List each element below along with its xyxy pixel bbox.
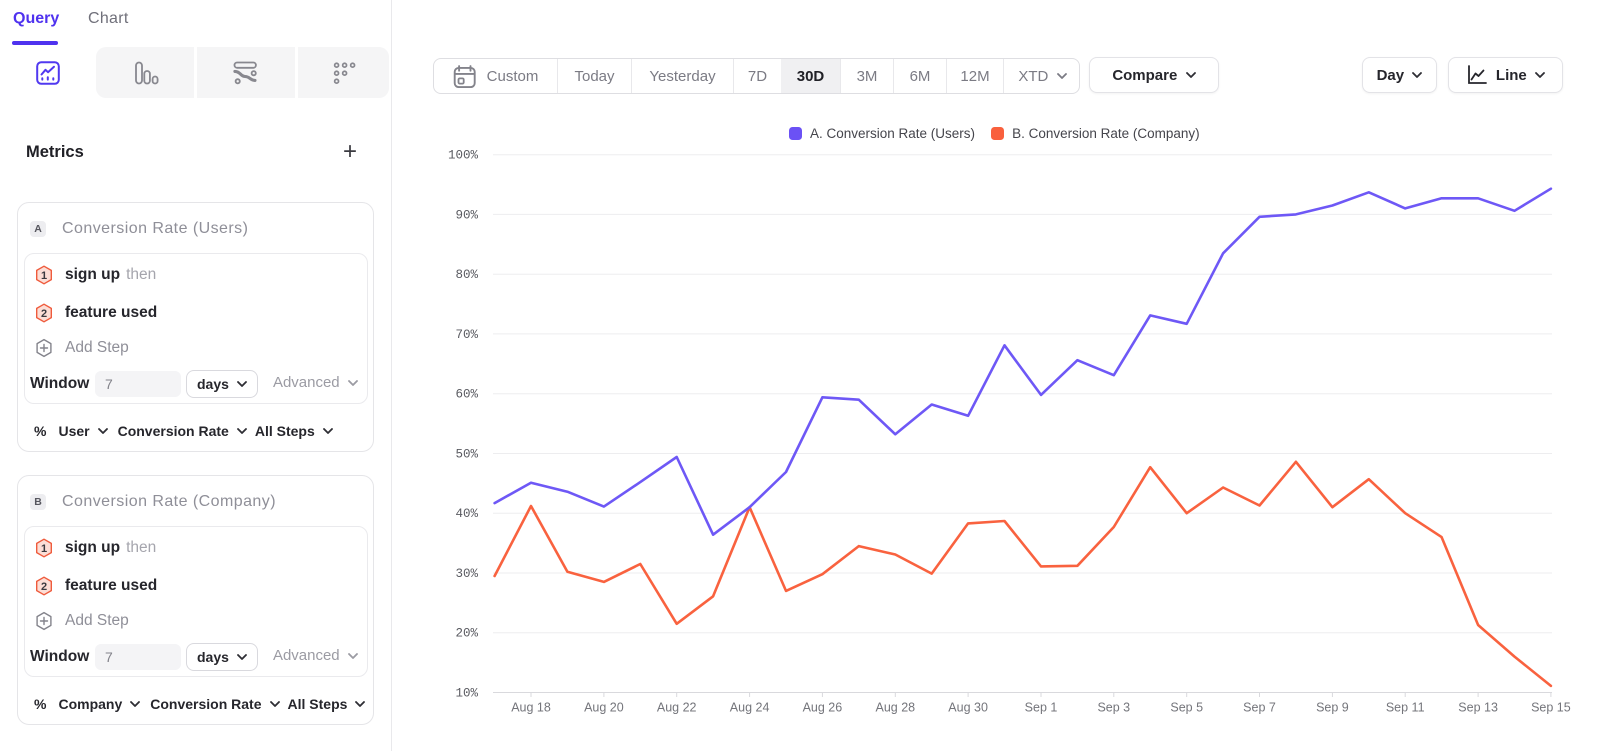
svg-text:2: 2 (41, 581, 47, 593)
svg-text:20%: 20% (455, 627, 478, 641)
svg-text:70%: 70% (455, 328, 478, 342)
svg-text:Aug 22: Aug 22 (657, 701, 697, 715)
svg-text:1: 1 (41, 543, 47, 555)
svg-text:40%: 40% (455, 507, 478, 521)
svg-text:1: 1 (41, 270, 47, 282)
svg-text:Sep 13: Sep 13 (1458, 701, 1498, 715)
svg-text:80%: 80% (455, 268, 478, 282)
svg-text:50%: 50% (455, 448, 478, 462)
svg-text:Sep 9: Sep 9 (1316, 701, 1349, 715)
svg-text:Aug 30: Aug 30 (948, 701, 988, 715)
svg-text:Sep 11: Sep 11 (1386, 701, 1425, 715)
svg-text:Sep 15: Sep 15 (1531, 701, 1571, 715)
svg-text:Aug 28: Aug 28 (875, 701, 915, 715)
svg-text:Aug 20: Aug 20 (584, 701, 624, 715)
svg-text:Sep 5: Sep 5 (1170, 701, 1203, 715)
svg-text:60%: 60% (455, 388, 478, 402)
svg-text:2: 2 (41, 308, 47, 320)
svg-text:Sep 3: Sep 3 (1097, 701, 1130, 715)
svg-text:Sep 1: Sep 1 (1025, 701, 1058, 715)
svg-text:Aug 18: Aug 18 (511, 701, 551, 715)
svg-text:100%: 100% (448, 149, 479, 163)
svg-text:Sep 7: Sep 7 (1243, 701, 1276, 715)
svg-text:Aug 24: Aug 24 (730, 701, 770, 715)
svg-text:30%: 30% (455, 567, 478, 581)
svg-text:Aug 26: Aug 26 (803, 701, 843, 715)
svg-text:10%: 10% (455, 687, 478, 701)
svg-text:90%: 90% (455, 208, 478, 222)
